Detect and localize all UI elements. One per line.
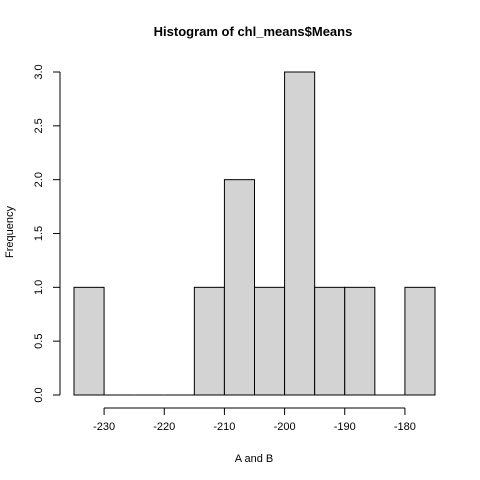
x-axis: -230 -220 -210 -200 -190 -180: [93, 407, 416, 433]
histogram-bar: [73, 286, 105, 396]
histogram-bar: [284, 71, 316, 396]
chart-title: Histogram of chl_means$Means: [154, 24, 353, 39]
y-axis-label: Frequency: [4, 206, 16, 258]
x-tick-label: -220: [153, 421, 175, 433]
y-tick-label: 1.5: [33, 226, 45, 241]
histogram-bar: [223, 179, 256, 396]
histogram-bar: [314, 286, 346, 396]
histogram-bar: [344, 286, 376, 396]
x-tick-label: -210: [213, 421, 235, 433]
x-tick-label: -180: [394, 421, 416, 433]
y-tick-label: 0.0: [33, 387, 45, 402]
y-tick-label: 2.0: [33, 172, 45, 187]
x-tick-label: -200: [274, 421, 296, 433]
x-tick-label: -190: [334, 421, 356, 433]
histogram-bars: [73, 71, 436, 396]
y-tick-label: 3.0: [33, 64, 45, 79]
y-tick-label: 0.5: [33, 334, 45, 349]
y-tick-label: 1.0: [33, 280, 45, 295]
histogram-bar: [193, 286, 225, 396]
x-axis-label: A and B: [235, 453, 274, 465]
histogram-bar: [404, 286, 436, 396]
y-axis: 0.0 0.5 1.0 1.5 2.0 2.5 3.0: [33, 64, 61, 403]
x-tick-label: -230: [93, 421, 115, 433]
histogram-bar: [254, 286, 286, 396]
y-tick-label: 2.5: [33, 118, 45, 133]
